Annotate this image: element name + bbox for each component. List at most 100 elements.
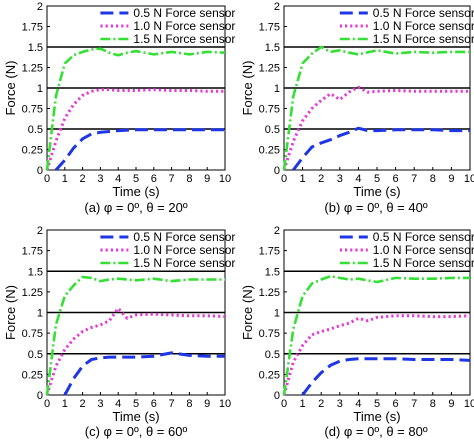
- x-tick-label: 7: [411, 398, 417, 410]
- y-tick-label: 1.5: [28, 42, 43, 54]
- panel-caption: (d) φ = 0º, θ = 80º: [324, 424, 427, 439]
- x-tick-label: 4: [355, 398, 361, 410]
- y-tick-label: 0.5: [265, 349, 280, 361]
- x-tick-label: 5: [374, 173, 380, 185]
- legend-entry-3: 1.5 N Force sensor: [133, 256, 235, 270]
- y-axis-label: Force (N): [240, 285, 255, 340]
- y-tick-label: 2: [274, 225, 280, 237]
- y-tick-label: 2: [37, 1, 43, 13]
- series-line-1: [63, 351, 225, 396]
- x-tick-label: 3: [337, 173, 343, 185]
- y-tick-label: 0: [274, 165, 280, 177]
- chart-panel-1: 0 1 2 3 4 5 6 7 8 9 1000.250.50.7511.251.51.752Tim…: [3, 1, 235, 215]
- y-tick-label: 1.5: [28, 266, 43, 278]
- x-tick-label: 7: [411, 173, 417, 185]
- x-tick-label: 0: [281, 173, 287, 185]
- y-axis-label: Force (N): [240, 61, 255, 116]
- x-tick-label: 8: [186, 173, 192, 185]
- x-tick-label: 7: [169, 173, 175, 185]
- y-tick-label: 1.25: [22, 287, 43, 299]
- series-line-1: [54, 128, 225, 172]
- panel-caption: (a) φ = 0º, θ = 20º: [84, 200, 187, 215]
- x-tick-label: 6: [393, 398, 399, 410]
- x-tick-label: 10: [464, 173, 474, 185]
- y-tick-label: 0.5: [28, 124, 43, 136]
- y-tick-label: 0.75: [259, 328, 280, 340]
- x-tick-label: 5: [374, 398, 380, 410]
- x-tick-label: 4: [115, 173, 121, 185]
- x-tick-label: 2: [80, 398, 86, 410]
- x-tick-label: 0: [281, 398, 287, 410]
- y-axis-label: Force (N): [3, 61, 18, 116]
- y-tick-label: 1: [37, 308, 43, 320]
- x-tick-label: 3: [97, 398, 103, 410]
- x-tick-label: 1: [62, 398, 68, 410]
- x-tick-label: 10: [464, 398, 474, 410]
- y-tick-label: 1: [274, 83, 280, 95]
- x-tick-label: 3: [97, 173, 103, 185]
- x-tick-label: 6: [151, 398, 157, 410]
- x-tick-label: 1: [300, 173, 306, 185]
- y-tick-label: 0.5: [265, 124, 280, 136]
- x-tick-label: 10: [219, 173, 231, 185]
- x-tick-label: 9: [448, 398, 454, 410]
- legend-entry-1: 0.5 N Force sensor: [373, 6, 474, 20]
- y-tick-label: 1.75: [22, 22, 43, 34]
- chart-panel-4: 0 1 2 3 4 5 6 7 8 9 1000.250.50.7511.251.51.752Tim…: [240, 225, 474, 439]
- y-tick-label: 1.5: [265, 42, 280, 54]
- x-tick-label: 0: [44, 173, 50, 185]
- y-tick-label: 1.25: [259, 287, 280, 299]
- series-line-1: [292, 126, 470, 171]
- x-tick-label: 8: [430, 173, 436, 185]
- x-tick-label: 5: [133, 398, 139, 410]
- x-tick-label: 0: [44, 398, 50, 410]
- y-tick-label: 0.25: [259, 369, 280, 381]
- legend-entry-1: 0.5 N Force sensor: [373, 230, 474, 244]
- legend-entry-3: 1.5 N Force sensor: [373, 256, 474, 270]
- y-tick-label: 1.5: [265, 266, 280, 278]
- legend-entry-2: 1.0 N Force sensor: [133, 243, 235, 257]
- y-tick-label: 0.75: [22, 104, 43, 116]
- x-tick-label: 2: [80, 173, 86, 185]
- x-tick-label: 8: [186, 398, 192, 410]
- panel-caption: (b) φ = 0º, θ = 40º: [324, 200, 427, 215]
- y-tick-label: 1: [274, 308, 280, 320]
- x-tick-label: 9: [204, 398, 210, 410]
- y-tick-label: 0: [37, 165, 43, 177]
- x-axis-label: Time (s): [353, 184, 400, 199]
- legend-entry-1: 0.5 N Force sensor: [133, 6, 235, 20]
- y-tick-label: 1: [37, 83, 43, 95]
- y-tick-label: 1.75: [259, 246, 280, 258]
- panel-caption: (c) φ = 0º, θ = 60º: [85, 424, 188, 439]
- y-tick-label: 2: [37, 225, 43, 237]
- x-tick-label: 3: [337, 398, 343, 410]
- series-line-1: [301, 357, 471, 396]
- x-axis-label: Time (s): [112, 409, 159, 424]
- x-tick-label: 2: [318, 398, 324, 410]
- legend-entry-3: 1.5 N Force sensor: [373, 32, 474, 46]
- y-tick-label: 1.25: [22, 63, 43, 75]
- legend-entry-2: 1.0 N Force sensor: [133, 19, 235, 33]
- series-line-2: [45, 306, 226, 396]
- series-line-2: [282, 85, 470, 171]
- y-tick-label: 0.25: [22, 145, 43, 157]
- x-tick-label: 9: [448, 173, 454, 185]
- y-tick-label: 1.75: [259, 22, 280, 34]
- y-tick-label: 0: [274, 390, 280, 402]
- x-tick-label: 8: [430, 398, 436, 410]
- series-line-2: [282, 314, 471, 396]
- legend-entry-3: 1.5 N Force sensor: [133, 32, 235, 46]
- y-tick-label: 2: [274, 1, 280, 13]
- x-tick-label: 1: [62, 173, 68, 185]
- x-tick-label: 6: [151, 173, 157, 185]
- y-tick-label: 0.75: [259, 104, 280, 116]
- y-tick-label: 1.75: [22, 246, 43, 258]
- y-tick-label: 0.75: [22, 328, 43, 340]
- x-tick-label: 4: [355, 173, 361, 185]
- y-tick-label: 0.5: [28, 349, 43, 361]
- x-tick-label: 10: [219, 398, 231, 410]
- x-tick-label: 9: [204, 173, 210, 185]
- x-tick-label: 6: [393, 173, 399, 185]
- x-tick-label: 1: [300, 398, 306, 410]
- legend-entry-1: 0.5 N Force sensor: [133, 230, 235, 244]
